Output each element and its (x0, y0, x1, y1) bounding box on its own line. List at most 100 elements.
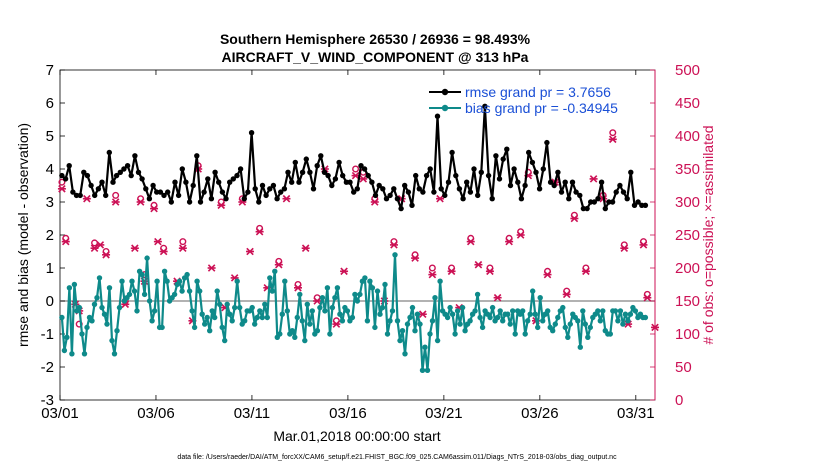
bias-point (472, 308, 478, 314)
bias-point (329, 304, 336, 311)
obs-assimilated-marker (82, 194, 91, 203)
rmse-point (237, 166, 244, 172)
bias-point (337, 311, 343, 317)
rmse-point (460, 196, 466, 202)
bias-point (282, 278, 288, 284)
bias-line (60, 253, 646, 372)
bias-point (229, 318, 235, 324)
bias-point (222, 337, 228, 344)
bias-point (527, 311, 533, 317)
rmse-point (303, 156, 309, 162)
bias-point (394, 318, 401, 324)
rmse-point (387, 192, 393, 199)
rmse-point (95, 186, 102, 192)
bias-point (189, 308, 195, 314)
bias-point (176, 278, 183, 284)
rmse-point (270, 182, 277, 189)
rmse-point (227, 179, 233, 185)
rmse-point (59, 172, 65, 179)
rmse-point (526, 149, 532, 156)
rmse-point (551, 182, 557, 189)
bias-point (512, 331, 518, 337)
obs-assimilated-marker (217, 201, 226, 210)
obs-assimilated-marker (130, 244, 139, 252)
rmse-point (453, 172, 459, 179)
rmse-point (117, 169, 124, 175)
bias-point (134, 308, 140, 314)
rmse-point (186, 199, 193, 205)
rmse-point (445, 179, 452, 185)
bias-point (474, 291, 481, 298)
right-tick-label: 250 (675, 227, 700, 244)
rmse-point (434, 113, 441, 119)
rmse-point (77, 192, 83, 199)
rmse-point (580, 205, 587, 212)
bias-point (532, 311, 538, 317)
obs-assimilated-marker (246, 247, 255, 256)
bias-point (66, 285, 73, 291)
rmse-point (402, 182, 408, 189)
bias-point (402, 351, 408, 357)
bias-point (364, 318, 371, 324)
rmse-point (175, 192, 182, 199)
left-tick-label: 6 (46, 95, 54, 112)
bias-point (477, 314, 483, 321)
bias-point (540, 318, 546, 324)
rmse-point (256, 199, 262, 205)
bias-point (575, 318, 581, 324)
rmse-point (380, 186, 386, 192)
bias-point (437, 278, 443, 284)
bias-point (500, 318, 506, 324)
bias-point (214, 288, 220, 294)
bias-point (197, 288, 203, 294)
bias-point (217, 301, 223, 307)
obs-assimilated-marker (294, 284, 302, 292)
rmse-point (518, 196, 525, 202)
obs-assimilated-marker (651, 323, 659, 332)
rmse-point (591, 199, 597, 205)
bias-point (64, 334, 70, 340)
x-tick-label: 03/01 (41, 405, 79, 422)
bias-point (207, 328, 213, 334)
rmse-point (139, 176, 145, 182)
rmse-point (179, 166, 185, 172)
obs-assimilated-marker (111, 198, 120, 206)
left-tick-label: 1 (46, 260, 54, 277)
rmse-point (504, 146, 510, 152)
bias-point (91, 301, 98, 307)
bias-point (525, 318, 531, 324)
rmse-point (598, 179, 605, 185)
bias-point (76, 304, 83, 311)
bias-point (284, 308, 290, 314)
bias-point (362, 275, 368, 281)
bias-point (372, 324, 378, 331)
bias-point (507, 321, 513, 327)
rmse-point (219, 189, 226, 195)
bias-point (204, 314, 210, 321)
left-tick-label: 7 (46, 62, 54, 79)
x-tick-label: 03/11 (234, 405, 270, 422)
bias-point (617, 308, 624, 314)
left-tick-label: 2 (46, 227, 54, 244)
bias-point (595, 308, 601, 314)
x-axis-label: Mar.01,2018 00:00:00 start (273, 428, 440, 444)
rmse-point (496, 176, 503, 182)
right-tick-label: 300 (675, 194, 700, 211)
rmse-point (103, 192, 109, 199)
bias-point (106, 285, 113, 291)
x-tick-label: 03/21 (425, 405, 463, 422)
bias-point (424, 367, 431, 373)
rmse-point (241, 196, 247, 202)
bias-point (392, 252, 398, 258)
footer-data-file: data file: /Users/raeder/DAI/ATM_forcXX/… (177, 454, 617, 461)
rmse-point (438, 186, 444, 192)
bias-point (151, 308, 158, 314)
rmse-point (347, 179, 353, 185)
rmse-point (234, 172, 240, 179)
rmse-point (354, 186, 360, 192)
rmse-point (223, 196, 229, 202)
rmse-point (132, 153, 138, 159)
rmse-point (522, 182, 528, 189)
bias-point (304, 301, 310, 307)
